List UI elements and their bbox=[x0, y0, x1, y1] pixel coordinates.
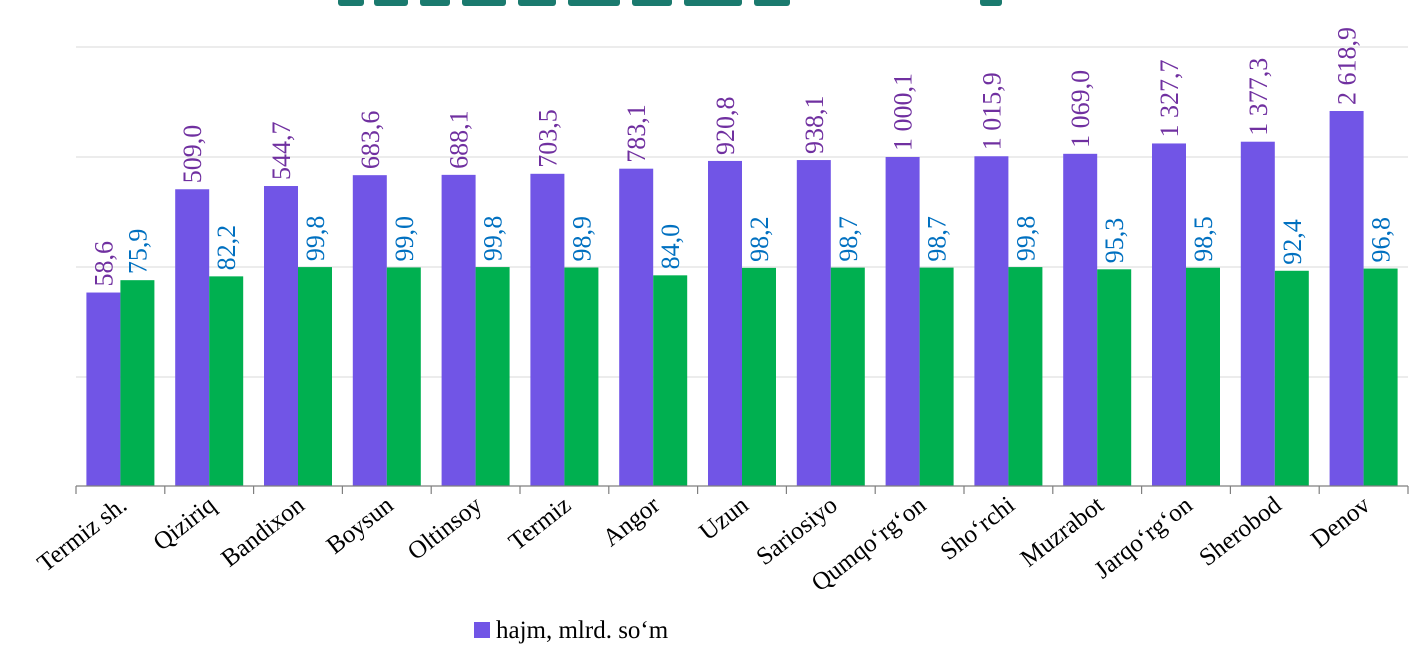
bar-series-2 bbox=[209, 276, 244, 486]
bar-hajm bbox=[974, 156, 1009, 486]
x-tick-label: Oltinsoy bbox=[403, 491, 488, 566]
bar-hajm bbox=[1152, 143, 1186, 487]
data-label-hajm: 1 377,3 bbox=[1244, 58, 1273, 136]
data-label-series-2: 95,3 bbox=[1100, 218, 1129, 264]
bar-series-2 bbox=[1274, 270, 1309, 486]
bar-series-2 bbox=[1186, 267, 1220, 486]
x-tick-label: Sherobod bbox=[1194, 491, 1287, 572]
bar-series-2 bbox=[475, 267, 510, 486]
bar-series-2 bbox=[1363, 268, 1398, 486]
data-label-hajm: 2 618,9 bbox=[1333, 27, 1362, 105]
bar-series-2 bbox=[1097, 269, 1132, 486]
data-label-series-2: 98,5 bbox=[1189, 216, 1218, 262]
data-label-hajm: 920,8 bbox=[711, 96, 740, 155]
data-label-series-2: 99,8 bbox=[1011, 216, 1040, 262]
data-label-series-2: 96,8 bbox=[1367, 217, 1396, 263]
bar-hajm bbox=[619, 168, 654, 486]
legend-label: hajm, mlrd. so‘m bbox=[496, 617, 669, 644]
data-label-series-2: 98,2 bbox=[745, 216, 774, 262]
bar-hajm bbox=[885, 156, 920, 486]
x-tick-label: Uzun bbox=[694, 491, 754, 546]
bar-hajm bbox=[175, 189, 210, 486]
bars bbox=[86, 111, 1398, 487]
data-label-series-2: 84,0 bbox=[656, 224, 685, 270]
bar-series-2 bbox=[653, 275, 688, 486]
bar-hajm bbox=[1063, 153, 1098, 487]
bar-hajm bbox=[352, 175, 387, 487]
bar-hajm bbox=[86, 292, 121, 486]
bar-series-2 bbox=[298, 267, 332, 486]
bar-hajm bbox=[1240, 141, 1275, 487]
data-label-hajm: 938,1 bbox=[800, 96, 829, 155]
data-label-series-2: 82,2 bbox=[212, 225, 241, 271]
legend-swatch bbox=[474, 622, 490, 638]
data-label-hajm: 1 000,1 bbox=[889, 73, 918, 151]
x-tick-label: Qiziriq bbox=[148, 491, 221, 556]
x-tick-label: Sho‘rchi bbox=[936, 491, 1021, 565]
bar-series-2 bbox=[742, 267, 776, 486]
bar-hajm bbox=[796, 160, 831, 486]
data-label-hajm: 1 069,0 bbox=[1066, 70, 1095, 148]
bar-series-2 bbox=[386, 267, 421, 486]
bar-hajm bbox=[530, 173, 565, 486]
data-label-series-2: 98,9 bbox=[567, 216, 596, 262]
data-label-hajm: 683,6 bbox=[356, 111, 385, 170]
bar-series-2 bbox=[1008, 267, 1043, 486]
x-tick-label: Termiz sh. bbox=[33, 491, 132, 577]
data-label-hajm: 1 015,9 bbox=[977, 72, 1006, 150]
bar-hajm bbox=[441, 174, 476, 486]
data-label-series-2: 75,9 bbox=[123, 229, 152, 275]
bar-hajm bbox=[708, 160, 742, 486]
legend: hajm, mlrd. so‘m bbox=[474, 617, 669, 644]
data-label-hajm: 783,1 bbox=[622, 104, 651, 163]
x-axis bbox=[75, 485, 1409, 494]
bar-series-2 bbox=[120, 280, 155, 486]
x-tick-label: Bandixon bbox=[216, 491, 310, 572]
bar-hajm bbox=[264, 186, 298, 486]
x-tick-label: Jarqo‘rg‘on bbox=[1090, 491, 1199, 584]
data-label-hajm: 544,7 bbox=[267, 122, 296, 181]
title-clipped-glyphs bbox=[338, 0, 1002, 6]
x-tick-label: Angor bbox=[598, 491, 665, 552]
chart-title-clipped bbox=[330, 0, 1050, 8]
data-label-series-2: 98,7 bbox=[834, 216, 863, 262]
data-label-hajm: 509,0 bbox=[178, 125, 207, 184]
data-label-series-2: 99,0 bbox=[390, 216, 419, 262]
x-tick-label: Denov bbox=[1306, 491, 1376, 554]
x-tick-label: Termiz bbox=[504, 491, 576, 556]
bar-series-2 bbox=[564, 267, 599, 486]
data-label-series-2: 99,8 bbox=[479, 216, 508, 261]
x-tick-label: Boysun bbox=[322, 491, 399, 560]
data-label-series-2: 99,8 bbox=[301, 216, 330, 262]
bar-hajm bbox=[1329, 111, 1364, 486]
bar-series-2 bbox=[919, 267, 954, 486]
data-label-series-2: 98,7 bbox=[923, 216, 952, 262]
data-label-hajm: 58,6 bbox=[89, 241, 118, 287]
data-label-hajm: 1 327,7 bbox=[1155, 59, 1184, 137]
data-labels: 58,6 75,9 509,0 82,2 544,7 99,8 683,6 99,0 688,1… bbox=[89, 27, 1395, 287]
data-label-series-2: 92,4 bbox=[1278, 219, 1307, 265]
data-label-hajm: 703,5 bbox=[533, 109, 562, 168]
data-label-hajm: 688,1 bbox=[445, 110, 474, 168]
bar-series-2 bbox=[830, 267, 865, 486]
